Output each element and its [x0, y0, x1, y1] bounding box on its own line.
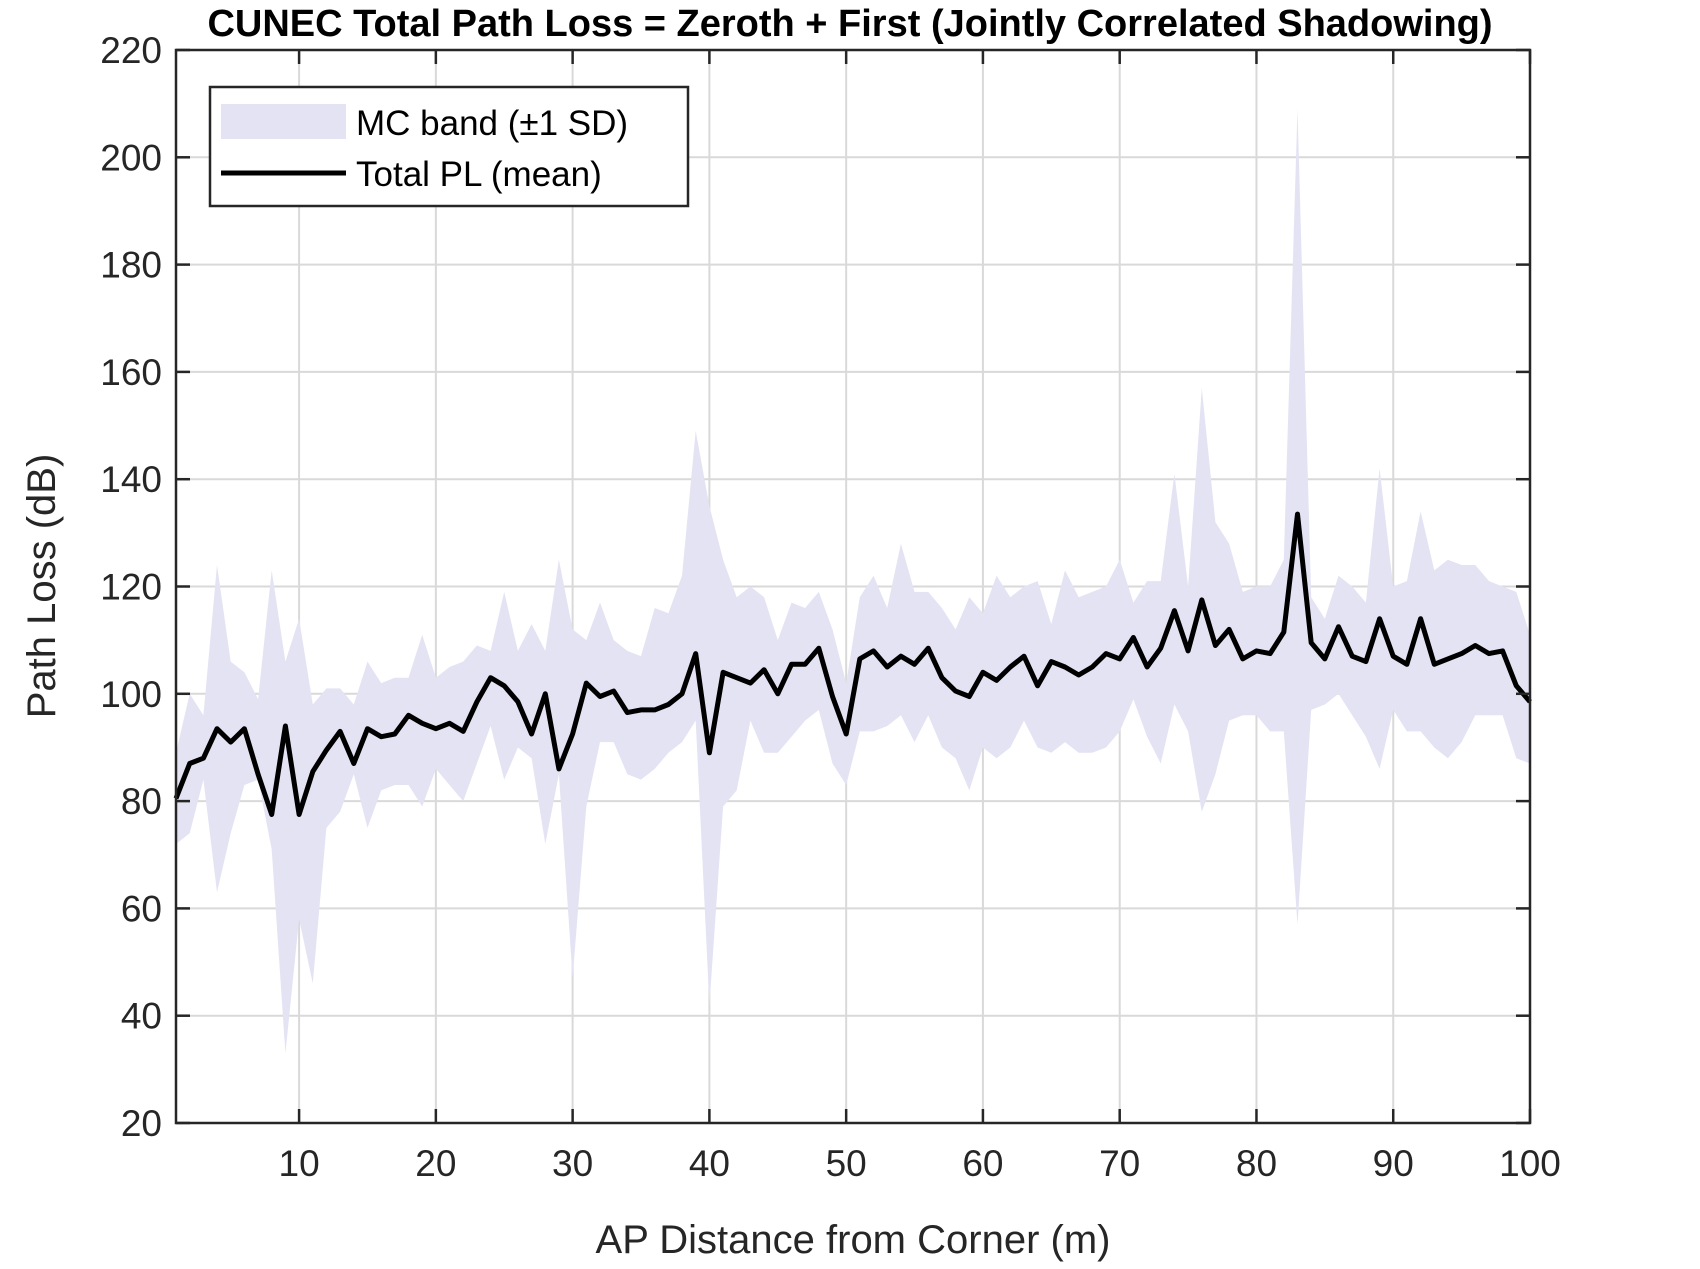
- x-axis-label: AP Distance from Corner (m): [596, 1218, 1111, 1262]
- mc-band-area: [176, 109, 1530, 1054]
- x-tick-label: 20: [415, 1143, 456, 1184]
- y-tick-label: 200: [100, 137, 162, 178]
- x-tick-label: 80: [1236, 1143, 1277, 1184]
- y-tick-label: 140: [100, 459, 162, 500]
- legend: MC band (±1 SD) Total PL (mean): [208, 85, 690, 208]
- x-tick-label: 100: [1499, 1143, 1561, 1184]
- legend-band-swatch: [221, 104, 346, 139]
- y-tick-label: 40: [121, 996, 162, 1037]
- x-tick-label: 30: [552, 1143, 593, 1184]
- y-tick-label: 80: [121, 781, 162, 822]
- y-tick-label: 120: [100, 567, 162, 608]
- legend-line-label: Total PL (mean): [356, 155, 602, 194]
- chart-title: CUNEC Total Path Loss = Zeroth + First (…: [207, 3, 1492, 45]
- x-tick-label: 10: [279, 1143, 320, 1184]
- legend-band-label: MC band (±1 SD): [356, 104, 628, 143]
- y-tick-label: 220: [100, 30, 162, 71]
- y-tick-label: 60: [121, 888, 162, 929]
- x-tick-label: 90: [1373, 1143, 1414, 1184]
- x-tick-label: 40: [689, 1143, 730, 1184]
- y-tick-label: 160: [100, 352, 162, 393]
- axis-ticks: 10 20 30 40 50 60 70 80 90 100 20 40 60 80 100 120 140 16…: [100, 30, 1561, 1184]
- y-axis-label: Path Loss (dB): [20, 454, 64, 719]
- plot-area: [173, 109, 1532, 1054]
- y-tick-label: 180: [100, 245, 162, 286]
- total-pl-mean-line: [173, 511, 1532, 817]
- y-tick-label: 100: [100, 674, 162, 715]
- gridlines: [176, 50, 1530, 1123]
- x-tick-label: 70: [1099, 1143, 1140, 1184]
- x-tick-label: 60: [962, 1143, 1003, 1184]
- x-tick-label: 50: [826, 1143, 867, 1184]
- y-tick-label: 20: [121, 1103, 162, 1144]
